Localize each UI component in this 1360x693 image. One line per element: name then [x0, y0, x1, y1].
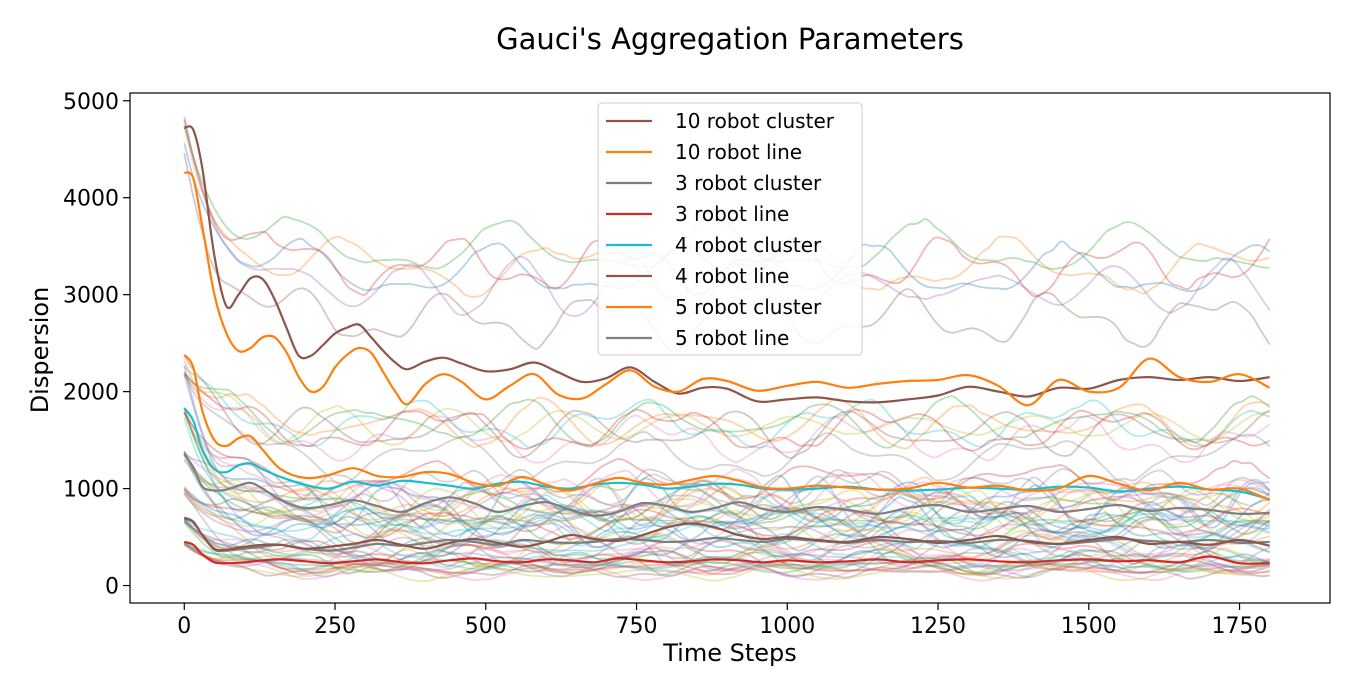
series-lines	[183, 125, 1271, 565]
legend-label: 3 robot line	[675, 202, 789, 226]
x-tick-label: 750	[616, 614, 658, 639]
legend-label: 5 robot line	[675, 326, 789, 350]
background-run-line	[183, 521, 1271, 564]
x-axis: 0 250 500 750 1000 1250 1500 1750	[177, 603, 1268, 639]
background-run-line	[183, 364, 1271, 529]
series-line-3-robot-line	[183, 540, 1270, 565]
background-run-line	[183, 519, 1270, 561]
background-run-line	[183, 412, 1270, 531]
x-tick-label: 1750	[1212, 614, 1268, 639]
series-line-5-robot-line	[183, 454, 1270, 517]
background-run-line	[183, 488, 1271, 541]
background-run-line	[183, 366, 1271, 449]
legend-label: 5 robot cluster	[675, 295, 822, 319]
background-run-line	[183, 489, 1270, 544]
y-tick-label: 1000	[63, 478, 119, 503]
background-run-line	[183, 544, 1270, 577]
background-run-line	[183, 373, 1271, 452]
background-run-line	[183, 452, 1270, 554]
y-tick-label: 4000	[63, 187, 119, 212]
background-run-line	[183, 519, 1271, 566]
legend-label: 10 robot cluster	[675, 109, 835, 133]
background-run-line	[183, 540, 1270, 582]
background-run-line	[183, 417, 1270, 534]
series-line-10-robot-line	[183, 171, 1271, 407]
series-line-4-robot-cluster	[183, 407, 1270, 501]
background-run-line	[183, 542, 1270, 580]
background-run-line	[183, 521, 1270, 576]
background-run-line	[183, 543, 1270, 572]
background-run-line	[183, 459, 1271, 526]
series-line-10-robot-cluster	[184, 125, 1270, 404]
legend-label: 4 robot cluster	[675, 233, 822, 257]
legend-label: 4 robot line	[675, 264, 789, 288]
chart-title: Gauci's Aggregation Parameters	[496, 22, 964, 56]
background-run-line	[183, 543, 1270, 579]
legend-label: 3 robot cluster	[675, 171, 822, 195]
background-run-line	[183, 458, 1271, 525]
background-run-line	[183, 355, 1271, 459]
background-run-line	[183, 450, 1271, 527]
plot-frame	[129, 92, 1331, 604]
background-run-line	[183, 542, 1270, 576]
background-run-line	[183, 519, 1270, 565]
background-run-line	[183, 542, 1270, 571]
y-tick-label: 0	[105, 575, 119, 600]
background-run-line	[183, 411, 1270, 541]
x-tick-label: 500	[465, 614, 507, 639]
background-run-line	[183, 372, 1270, 446]
background-run-line	[183, 360, 1271, 450]
background-run-line	[183, 519, 1270, 572]
x-tick-label: 1250	[910, 614, 966, 639]
y-axis: 0 1000 2000 3000 4000 5000	[63, 90, 130, 600]
background-run-line	[183, 486, 1270, 540]
background-run-line	[183, 412, 1271, 502]
background-run-line	[183, 372, 1271, 485]
series-line-5-robot-cluster	[183, 354, 1271, 502]
background-run-line	[183, 491, 1271, 535]
background-run-line	[183, 541, 1270, 574]
x-tick-label: 1500	[1061, 614, 1117, 639]
background-run-line	[183, 407, 1270, 530]
series-line-4-robot-line	[183, 516, 1270, 552]
legend: 10 robot cluster 10 robot line 3 robot clu…	[597, 102, 863, 356]
background-run-line	[183, 521, 1270, 573]
background-run-line	[183, 451, 1270, 548]
x-tick-label: 250	[314, 614, 356, 639]
y-tick-label: 5000	[63, 90, 119, 115]
x-tick-label: 0	[177, 614, 191, 639]
x-tick-label: 1000	[759, 614, 815, 639]
y-tick-label: 2000	[63, 381, 119, 406]
background-run-line	[183, 409, 1270, 512]
background-run-line	[183, 540, 1270, 583]
background-run-line	[183, 517, 1271, 572]
legend-label: 10 robot line	[675, 140, 802, 164]
background-run-line	[183, 374, 1271, 464]
background-run-line	[183, 452, 1271, 550]
x-axis-label: Time Steps	[662, 639, 797, 667]
background-run-line	[183, 489, 1271, 541]
y-tick-label: 3000	[63, 284, 119, 309]
background-run-line	[183, 373, 1271, 530]
background-run-line	[183, 370, 1271, 449]
legend-box	[597, 102, 863, 356]
background-run-line	[183, 492, 1271, 568]
y-axis-label: Dispersion	[26, 287, 54, 414]
